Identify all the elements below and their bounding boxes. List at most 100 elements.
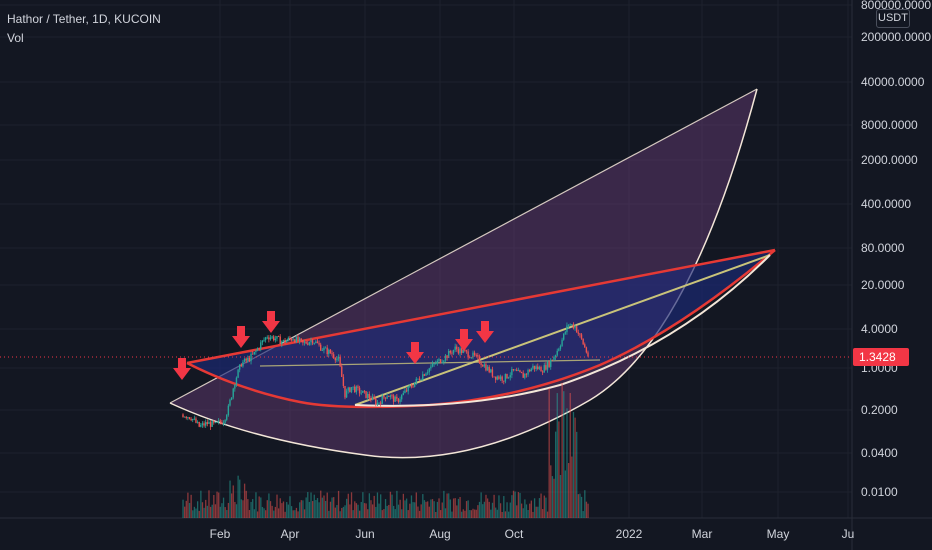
volume-bar [391, 494, 393, 518]
candle-body [248, 357, 251, 362]
volume-bar [219, 506, 221, 518]
volume-bar [433, 501, 435, 518]
candle-body [269, 337, 272, 340]
candle-body [490, 369, 492, 373]
volume-bar [302, 500, 304, 518]
volume-bar [428, 506, 430, 518]
currency-selector[interactable]: USDT [876, 9, 910, 28]
volume-bar [436, 501, 439, 518]
candle-body [339, 356, 341, 367]
volume-bar [331, 497, 333, 518]
volume-bar [527, 509, 529, 518]
volume-bar [584, 490, 586, 518]
y-tick-label: 4.0000 [861, 322, 898, 336]
candle-body [528, 369, 531, 372]
candle-body [349, 387, 351, 393]
volume-bar [396, 490, 398, 518]
candle-body [370, 398, 372, 401]
volume-bar [585, 501, 588, 518]
candle-body [566, 325, 568, 333]
candle-body [242, 361, 244, 367]
candle-body [196, 421, 199, 423]
volume-bar [495, 507, 497, 518]
volume-bar [574, 417, 576, 518]
volume-bar [370, 500, 372, 518]
volume-bar [443, 490, 445, 518]
volume-bar [252, 499, 254, 518]
volume-bar [459, 497, 461, 518]
candle-body [206, 422, 208, 424]
volume-bar [192, 510, 194, 518]
candle-body [362, 390, 364, 393]
volume-bar [483, 501, 486, 518]
candle-body [572, 324, 575, 329]
candle-body [185, 416, 187, 418]
volume-bar [193, 506, 196, 518]
candle-body [363, 390, 366, 392]
volume-bar [386, 505, 388, 518]
candle-body [386, 396, 388, 399]
candle-body [285, 340, 288, 343]
volume-bar [394, 509, 396, 518]
candle-body [229, 399, 231, 406]
candle-body [227, 405, 230, 416]
volume-bar [566, 408, 568, 518]
volume-bar [198, 510, 200, 518]
candle-body [373, 396, 375, 400]
candle-body [345, 390, 348, 398]
candle-body [376, 402, 379, 405]
candle-body [540, 366, 542, 372]
candle-body [533, 365, 536, 370]
volume-bar [308, 501, 311, 518]
x-tick-label: Aug [429, 527, 450, 541]
volume-bar [517, 492, 520, 518]
volume-bar [231, 493, 233, 518]
x-tick-label: Mar [692, 527, 713, 541]
volume-bar [185, 500, 187, 518]
candle-body [378, 402, 380, 404]
candle-body [563, 333, 565, 340]
candle-body [415, 378, 417, 383]
candle-body [567, 324, 570, 326]
candle-body [311, 340, 314, 344]
volume-bar [188, 502, 191, 518]
volume-bar [260, 497, 262, 518]
volume-bar [248, 510, 251, 518]
candle-body [256, 348, 259, 351]
volume-bar [350, 492, 353, 518]
volume-bar [456, 505, 458, 518]
volume-bar [258, 496, 260, 518]
candle-body [294, 339, 296, 343]
volume-label: Vol [7, 31, 24, 45]
candle-body [511, 369, 513, 376]
volume-bar [498, 495, 500, 518]
volume-bar [362, 492, 364, 518]
candle-body [485, 364, 487, 371]
x-tick-label: 2022 [616, 527, 643, 541]
volume-bar [472, 508, 474, 518]
candle-body [509, 375, 511, 378]
volume-bar [323, 495, 325, 518]
y-tick-label: 400.0000 [861, 197, 911, 211]
volume-bar [336, 505, 338, 518]
volume-bar [250, 501, 252, 518]
volume-bar [339, 511, 341, 518]
volume-bar [404, 500, 406, 518]
candle-body [537, 366, 539, 370]
volume-bar [470, 510, 473, 518]
volume-bar [224, 507, 226, 518]
volume-bar [344, 505, 346, 518]
candle-body [332, 354, 335, 358]
y-tick-label: 40000.0000 [861, 75, 925, 89]
volume-bar [486, 498, 489, 518]
candle-body [281, 341, 283, 345]
x-tick-label: Oct [505, 527, 524, 541]
volume-bar [282, 501, 285, 518]
volume-bar [415, 492, 417, 518]
candle-body [436, 360, 439, 364]
volume-bar [320, 490, 322, 518]
candle-body [357, 386, 359, 388]
candle-body [551, 359, 554, 361]
volume-bar [402, 493, 405, 518]
